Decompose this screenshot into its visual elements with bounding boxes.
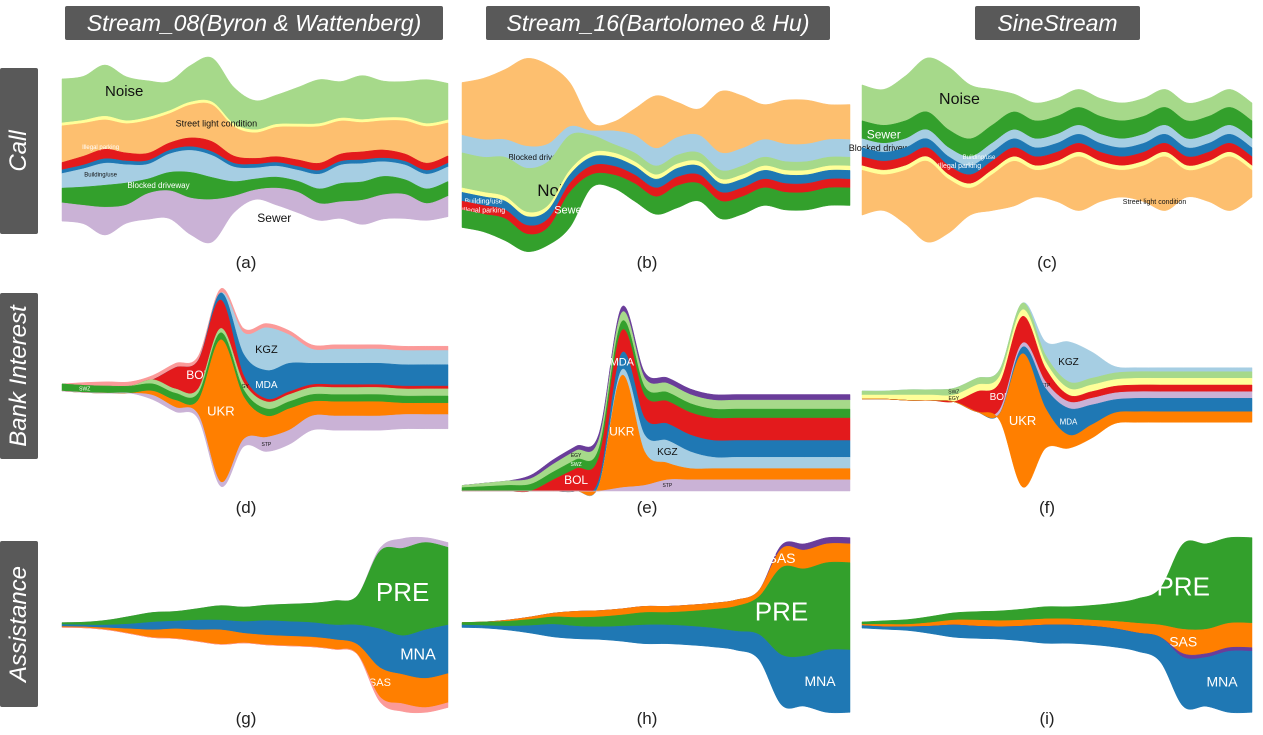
stream-label-blocked-driveway: Blocked driveway (849, 143, 920, 153)
column-header-sinestream: SineStream (975, 6, 1140, 40)
stream-layer-band-8 (61, 196, 449, 244)
stream-label-kgz: KGZ (657, 447, 678, 458)
stream-label-mda: MDA (255, 380, 278, 391)
column-header-stream16: Stream_16(Bartolomeo & Hu) (486, 6, 830, 40)
stream-layer-street-light-condition (861, 156, 1253, 243)
stream-label-mda: MDA (1060, 418, 1078, 427)
row-header-bank-interest-label: Bank Interest (5, 305, 32, 447)
row-header-call: Call (0, 68, 38, 234)
stream-layer-mna (461, 624, 851, 714)
caption-d: (d) (235, 498, 257, 517)
stream-label-sewer: Sewer (867, 128, 901, 142)
stream-label-bol: BOL (564, 473, 588, 487)
stream-label-sas: SAS (767, 550, 795, 566)
stream-label-swz: SWZ (79, 387, 90, 393)
caption-c: (c) (1037, 253, 1057, 272)
column-header-stream08: Stream_08(Byron & Wattenberg) (65, 6, 443, 40)
stream-label-kgz: KGZ (1058, 357, 1079, 368)
stream-label-sewer: Sewer (257, 211, 291, 225)
stream-layer-sewer (461, 172, 851, 252)
caption-a: (a) (235, 253, 257, 272)
stream-label-bol: BOL (990, 392, 1010, 403)
row-header-assistance-label: Assistance (5, 565, 32, 683)
stream-label-blocked-driveway: Blocked driveway (127, 181, 189, 190)
stream-label-noise: Noise (939, 91, 980, 108)
stream-label-building-use: Building/use (963, 155, 996, 161)
stream-label-illegal-parking: Illegal parking (938, 163, 981, 170)
row-header-assistance: Assistance (0, 541, 38, 707)
stream-layer-ukr (861, 353, 1253, 488)
stream-label-stp: STP (1041, 383, 1051, 389)
stream-label-mna: MNA (400, 647, 436, 664)
row-header-bank-interest: Bank Interest (0, 293, 38, 459)
stream-label-illegal-parking: Illegal parking (82, 145, 119, 151)
streamgraph-b: Blocked drivewayNoiseBuilding/useIllegal… (461, 58, 851, 252)
row-header-call-label: Call (5, 130, 32, 172)
stream-label-street-light-condition: Street light condition (176, 118, 258, 128)
stream-label-ukr: UKR (609, 425, 635, 439)
streamgraph-g: PRE MNA SAS (61, 536, 449, 714)
stream-label-sewer: Sewer (554, 205, 586, 217)
stream-layer-stp (462, 479, 851, 492)
caption-b: (b) (636, 253, 658, 272)
stream-label-egy: EGY (571, 453, 582, 459)
streamgraph-h: SAS PRE MNA (461, 536, 851, 714)
streamgraph-a: Noise Street light condition Illegal parki… (61, 56, 449, 244)
stream-layer-mna (861, 624, 1253, 714)
stream-label-ukr: UKR (1009, 413, 1036, 428)
streamgraph-e: EGY SWZ BOL MDA KGZ UKR STP (461, 305, 851, 497)
stream-label-swz: SWZ (571, 462, 582, 468)
streamgraph-i: PRE SAS MNA (861, 536, 1253, 714)
caption-h: (h) (636, 709, 658, 728)
caption-e: (e) (636, 498, 658, 517)
caption-g: (g) (235, 709, 257, 728)
stream-label-pre: PRE (1156, 572, 1209, 602)
stream-label-illegal-parking: Illegal parking (462, 207, 505, 214)
stream-label-ukr: UKR (207, 404, 234, 419)
stream-label-stp: STP (262, 442, 272, 448)
caption-f: (f) (1038, 498, 1056, 517)
stream-label-swz: SWZ (948, 389, 959, 395)
stream-label-sas: SAS (369, 677, 391, 689)
stream-label-street-light-condition: Street light condition (1123, 199, 1187, 206)
stream-label-pre: PRE (755, 596, 808, 626)
stream-label-sas: SAS (1169, 633, 1197, 649)
stream-label-noise: Noise (105, 83, 143, 100)
stream-label-mna: MNA (1206, 674, 1238, 690)
stream-label-stp: STP (663, 483, 673, 489)
stream-label-building-use: Building/use (465, 199, 503, 206)
stream-label-kgz: KGZ (255, 344, 278, 356)
stream-label-egy: EGY (238, 384, 249, 390)
stream-label-building-use: Building/use (84, 172, 117, 178)
stream-label-pre: PRE (376, 577, 429, 607)
stream-layer-band-0 (461, 58, 851, 154)
stream-label-mna: MNA (804, 673, 836, 689)
stream-label-egy: EGY (949, 396, 960, 402)
stream-layer-stp (61, 390, 449, 487)
caption-i: (i) (1039, 709, 1055, 728)
stream-layer-band-4 (61, 627, 449, 714)
stream-label-mda: MDA (610, 356, 635, 368)
stream-label-blocked-driveway: Blocked driveway (508, 153, 570, 162)
